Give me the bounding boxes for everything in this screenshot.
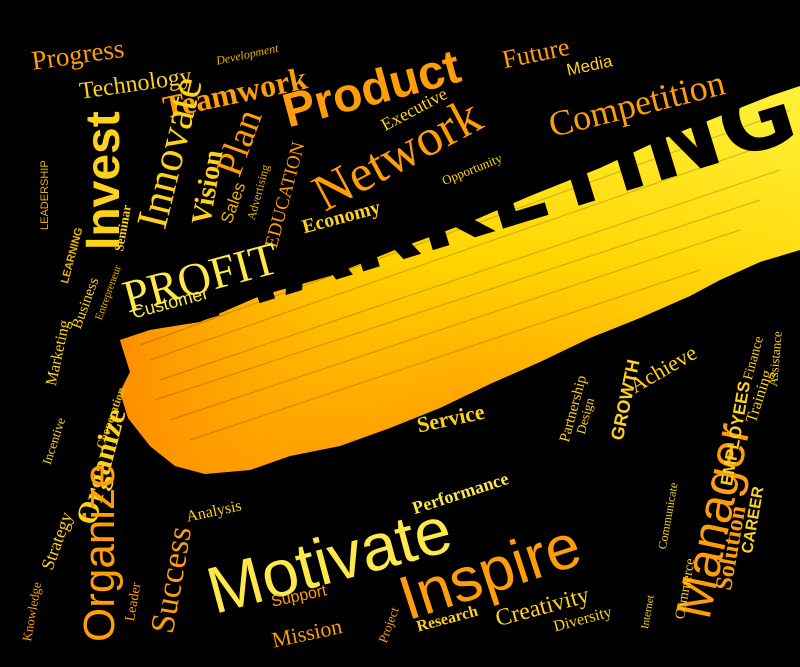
word-organize-shadow: Organize (75, 463, 124, 642)
paint-streak-shape (120, 86, 800, 474)
word-leadership: LEADERSHIP (39, 160, 51, 230)
